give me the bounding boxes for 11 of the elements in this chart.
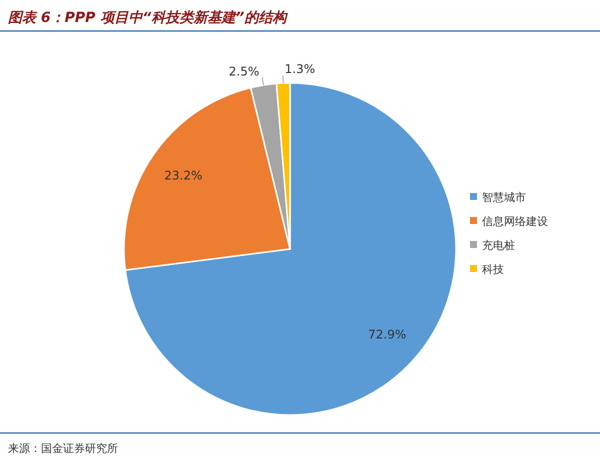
data-label: 1.3% — [284, 62, 316, 76]
pie-slice — [124, 82, 457, 416]
data-label: 2.5% — [228, 64, 260, 78]
legend-label: 智慧城市 — [482, 191, 526, 204]
legend-label: 信息网络建设 — [482, 215, 548, 228]
data-label: 72.9% — [368, 328, 406, 342]
source-note: 来源：国金证券研究所 — [8, 442, 118, 455]
legend-label: 科技 — [482, 263, 504, 276]
legend-label: 充电桩 — [482, 239, 515, 252]
chart-title: 图表 6：PPP 项目中“科技类新基建”的结构 — [8, 9, 288, 26]
data-label: 23.2% — [164, 168, 202, 183]
